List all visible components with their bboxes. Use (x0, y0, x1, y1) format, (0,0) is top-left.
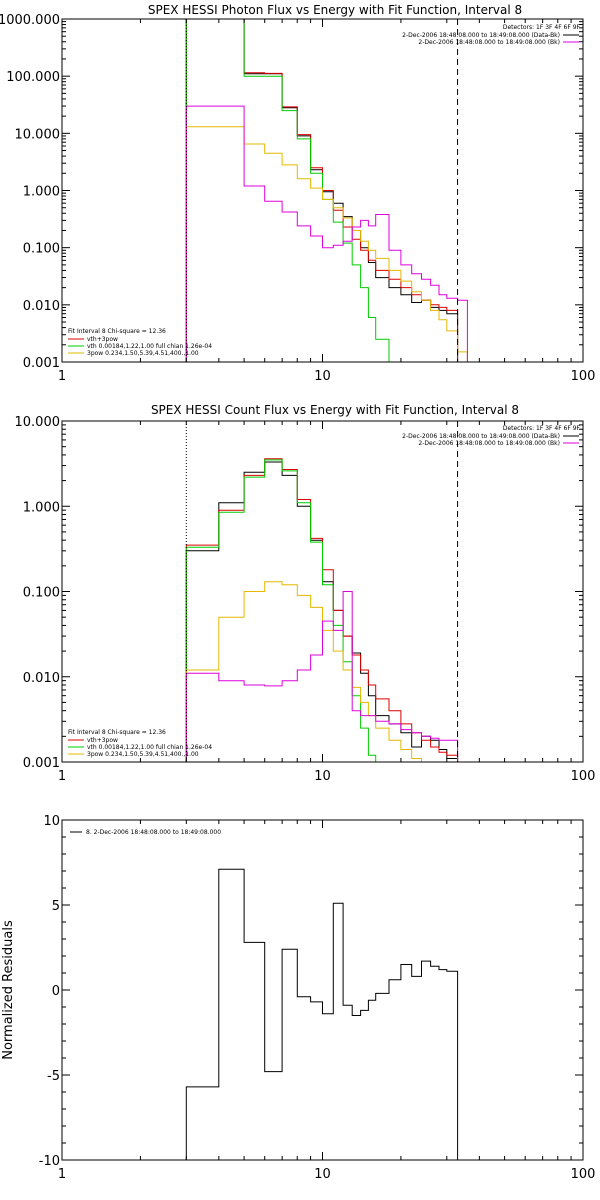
photon-flux-series (185, 18, 480, 363)
residuals-x-tick-label: 100 (571, 1167, 596, 1182)
count-flux-title: SPEX HESSI Count Flux vs Energy with Fit… (151, 403, 519, 417)
count-flux-series-3pow-line (185, 581, 422, 762)
count-flux-legend-right: Detectors: 1F 3F 4F 6F 9F 2-Dec-2006 18:… (402, 425, 580, 447)
photon-flux-y-tick-label: 1000.000 (0, 13, 60, 28)
count-flux-fit-header: Fit Interval 8 Chi-square = 12.36 (68, 729, 166, 736)
residuals-series-series-line (185, 868, 459, 1160)
count-flux-y-tick-label: 0.001 (23, 756, 60, 771)
count-flux-legend-left: Fit Interval 8 Chi-square = 12.36 vth+3p… (68, 729, 212, 758)
count-flux-axes-frame (61, 420, 584, 763)
count-flux-x-tick-label: 1 (58, 769, 66, 784)
count-flux-y-tick-label: 0.100 (23, 586, 60, 601)
count-flux-series (185, 458, 459, 762)
photon-flux-legend-bk-label: 2-Dec-2006 18:48:08.000 to 18:49:08.000 … (418, 39, 560, 46)
count-flux-x-tick-label: 100 (571, 769, 596, 784)
residuals-series (185, 868, 459, 1160)
residuals-x-tick-label: 1 (58, 1167, 66, 1182)
photon-flux-y-tick-label: 100.000 (6, 70, 60, 85)
photon-flux-y-tick-label: 0.100 (23, 242, 60, 257)
photon-flux-legend-3pow-label: 3pow 0.234,1.50,5.39,4.51,400.,1.00 (87, 350, 199, 357)
photon-flux-y-tick-label: 0.010 (23, 299, 60, 314)
photon-flux-ticks: 1 10 100 0.001 0.010 0.100 1.000 10.000 100.000 1… (0, 13, 595, 384)
count-flux-y-tick-label: 10.000 (15, 415, 61, 430)
photon-flux-panel: SPEX HESSI Photon Flux vs Energy with Fi… (0, 3, 595, 384)
residuals-y-tick-label: 10 (43, 814, 60, 829)
count-flux-y-tick-label: 1.000 (23, 500, 60, 515)
count-flux-panel: SPEX HESSI Count Flux vs Energy with Fit… (15, 403, 596, 784)
count-flux-legend-vth-label: vth 0.00184,1.22,1.00 full chian 1.26e-0… (87, 744, 212, 751)
residuals-panel: 1 10 100 -10 -5 0 5 10 Normalized Residuals 8. … (1, 814, 595, 1182)
count-flux-series-bk-line (185, 591, 459, 762)
photon-flux-fit-header: Fit Interval 8 Chi-square = 12.36 (68, 328, 166, 335)
residuals-ticks: 1 10 100 -10 -5 0 5 10 (39, 814, 596, 1182)
photon-flux-legend-right: Detectors: 1F 3F 4F 6F 9F 2-Dec-2006 18:… (402, 24, 580, 46)
count-flux-series-data-bk-line (185, 461, 459, 762)
photon-flux-vlines (185, 19, 459, 362)
photon-flux-legend-vth3pow-label: vth+3pow (87, 336, 118, 343)
photon-flux-x-tick-label: 100 (571, 369, 596, 384)
count-flux-y-tick-label: 0.010 (23, 671, 60, 686)
photon-flux-x-tick-label: 1 (58, 369, 66, 384)
photon-flux-series-data-bk-line (185, 18, 459, 362)
photon-flux-x-tick-label: 10 (314, 369, 331, 384)
residuals-axes-frame (61, 819, 584, 1161)
photon-flux-legend-vth-label: vth 0.00184,1.22,1.00 full chian 1.26e-0… (87, 343, 212, 350)
count-flux-ticks: 1 10 100 0.001 0.010 0.100 1.000 10.000 (15, 415, 596, 784)
count-flux-legend-3pow-label: 3pow 0.234,1.50,5.39,4.51,400.,1.00 (87, 751, 199, 758)
photon-flux-series-vth-3pow-line (185, 18, 459, 362)
count-flux-vlines (185, 421, 459, 762)
residuals-y-tick-label: -5 (47, 1069, 60, 1084)
photon-flux-y-tick-label: 1.000 (23, 185, 60, 200)
photon-flux-y-tick-label: 10.000 (15, 127, 61, 142)
count-flux-series-vth-3pow-line (185, 458, 459, 762)
count-flux-legend-data-label: 2-Dec-2006 18:48:08.000 to 18:49:08.000 … (402, 433, 560, 440)
photon-flux-series-bk-line (185, 105, 468, 362)
photon-flux-detectors-label: Detectors: 1F 3F 4F 6F 9F (503, 24, 581, 31)
count-flux-legend-bk-label: 2-Dec-2006 18:48:08.000 to 18:49:08.000 … (418, 440, 560, 447)
photon-flux-series-vth-line (185, 18, 390, 362)
residuals-y-tick-label: 0 (52, 984, 60, 999)
photon-flux-y-tick-label: 0.001 (23, 356, 60, 371)
residuals-ylabel: Normalized Residuals (1, 920, 16, 1060)
residuals-legend-label: 8. 2-Dec-2006 18:48:08.000 to 18:49:08.0… (86, 829, 221, 836)
count-flux-series-vth-line (185, 459, 377, 762)
count-flux-detectors-label: Detectors: 1F 3F 4F 6F 9F (503, 425, 581, 432)
photon-flux-legend-data-label: 2-Dec-2006 18:48:08.000 to 18:49:08.000 … (402, 32, 560, 39)
photon-flux-title: SPEX HESSI Photon Flux vs Energy with Fi… (148, 3, 522, 17)
count-flux-x-tick-label: 10 (314, 769, 331, 784)
photon-flux-legend-left: Fit Interval 8 Chi-square = 12.36 vth+3p… (68, 328, 212, 357)
photon-flux-series-3pow-line (185, 126, 480, 363)
count-flux-legend-vth3pow-label: vth+3pow (87, 737, 118, 744)
residuals-x-tick-label: 10 (314, 1167, 331, 1182)
residuals-y-tick-label: -10 (39, 1154, 60, 1169)
residuals-y-tick-label: 5 (52, 899, 60, 914)
